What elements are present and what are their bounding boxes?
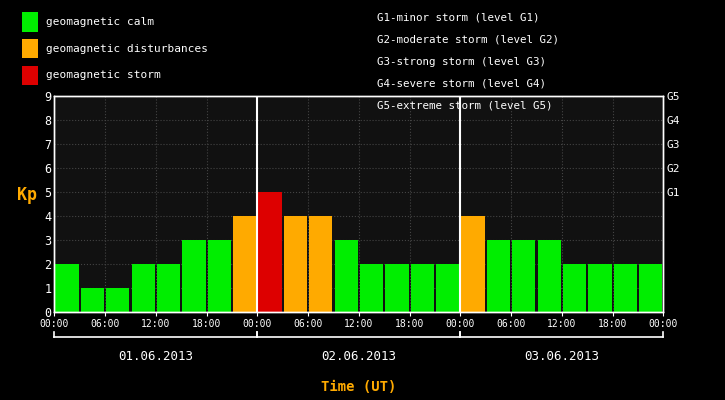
Bar	[639, 264, 663, 312]
Text: 01.06.2013: 01.06.2013	[118, 350, 194, 363]
Bar	[563, 264, 587, 312]
Bar	[360, 264, 384, 312]
Bar	[131, 264, 155, 312]
Text: geomagnetic storm: geomagnetic storm	[46, 70, 161, 80]
Bar	[258, 192, 282, 312]
Bar	[613, 264, 637, 312]
Text: geomagnetic disturbances: geomagnetic disturbances	[46, 44, 208, 54]
Bar	[512, 240, 536, 312]
Text: G3-strong storm (level G3): G3-strong storm (level G3)	[377, 57, 546, 67]
Text: G1-minor storm (level G1): G1-minor storm (level G1)	[377, 13, 539, 23]
Text: G4-severe storm (level G4): G4-severe storm (level G4)	[377, 79, 546, 89]
Y-axis label: Kp: Kp	[17, 186, 37, 204]
Bar	[588, 264, 612, 312]
Text: 02.06.2013: 02.06.2013	[321, 350, 397, 363]
Bar	[106, 288, 130, 312]
Bar	[410, 264, 434, 312]
Bar	[461, 216, 485, 312]
Bar	[385, 264, 409, 312]
Bar	[309, 216, 333, 312]
Bar	[233, 216, 257, 312]
Bar	[486, 240, 510, 312]
Bar	[207, 240, 231, 312]
Text: G2-moderate storm (level G2): G2-moderate storm (level G2)	[377, 35, 559, 45]
Bar	[157, 264, 181, 312]
Bar	[182, 240, 206, 312]
Bar	[537, 240, 561, 312]
Bar	[436, 264, 460, 312]
Text: geomagnetic calm: geomagnetic calm	[46, 17, 154, 27]
Text: G5-extreme storm (level G5): G5-extreme storm (level G5)	[377, 101, 552, 111]
Bar	[283, 216, 307, 312]
Bar	[80, 288, 104, 312]
Text: Time (UT): Time (UT)	[321, 380, 397, 394]
Text: 03.06.2013: 03.06.2013	[524, 350, 600, 363]
Bar	[334, 240, 358, 312]
Bar	[55, 264, 79, 312]
